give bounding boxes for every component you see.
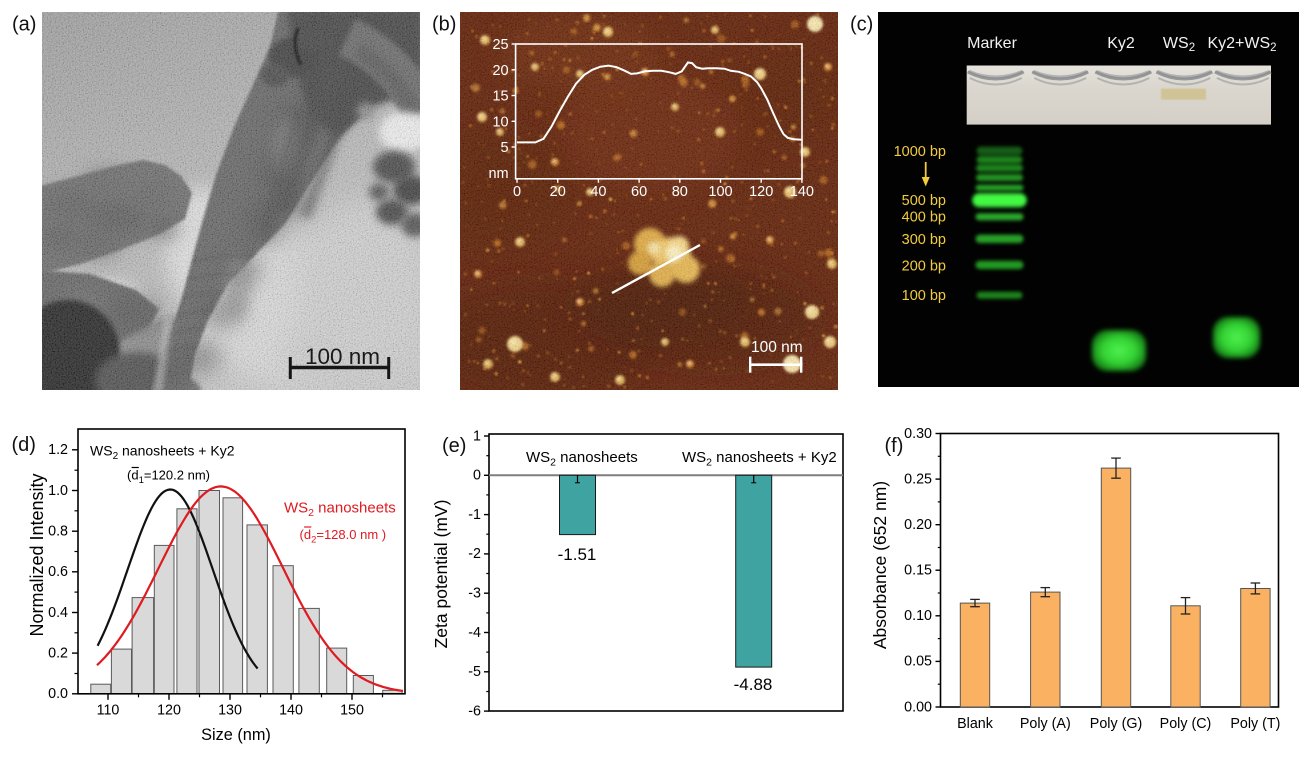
- svg-text:Ky2: Ky2: [1107, 35, 1135, 52]
- svg-text:(a): (a): [12, 14, 36, 36]
- svg-text:-5: -5: [468, 664, 481, 680]
- svg-text:-4: -4: [468, 625, 481, 641]
- svg-text:400 bp: 400 bp: [902, 210, 946, 226]
- svg-text:Normalized Intensity: Normalized Intensity: [27, 473, 47, 636]
- svg-text:60: 60: [631, 184, 647, 200]
- svg-text:1000 bp: 1000 bp: [894, 144, 946, 160]
- svg-text:0.4: 0.4: [48, 605, 68, 621]
- svg-text:(c): (c): [850, 14, 873, 36]
- svg-text:25: 25: [492, 37, 508, 53]
- svg-text:Marker: Marker: [967, 35, 1017, 52]
- svg-text:Poly (C): Poly (C): [1160, 716, 1212, 732]
- svg-text:0.05: 0.05: [904, 654, 932, 670]
- svg-text:(b): (b): [432, 14, 456, 36]
- svg-text:0.8: 0.8: [48, 524, 68, 540]
- svg-text:Absorbance (652 nm): Absorbance (652 nm): [870, 481, 890, 649]
- svg-text:300 bp: 300 bp: [902, 232, 946, 248]
- svg-text:20: 20: [550, 184, 566, 200]
- svg-text:40: 40: [590, 184, 606, 200]
- svg-text:WS2 nanosheets + Ky2: WS2 nanosheets + Ky2: [682, 449, 837, 469]
- svg-text:Poly (T): Poly (T): [1230, 716, 1280, 732]
- svg-text:Size (nm): Size (nm): [201, 726, 271, 744]
- svg-text:100 nm: 100 nm: [305, 344, 380, 369]
- svg-text:(d1=120.2 nm): (d1=120.2 nm): [127, 468, 210, 487]
- svg-text:Ky2+WS2: Ky2+WS2: [1207, 35, 1276, 54]
- svg-text:Poly (G): Poly (G): [1090, 716, 1142, 732]
- svg-text:150: 150: [340, 703, 364, 719]
- svg-text:1.0: 1.0: [48, 483, 68, 499]
- svg-text:100 nm: 100 nm: [751, 339, 803, 356]
- svg-text:Poly (A): Poly (A): [1020, 716, 1071, 732]
- svg-text:100: 100: [708, 184, 732, 200]
- svg-text:120: 120: [157, 703, 181, 719]
- svg-text:WS2 nanosheets: WS2 nanosheets: [526, 449, 638, 469]
- svg-text:0.0: 0.0: [48, 686, 68, 702]
- svg-text:5: 5: [501, 140, 509, 156]
- svg-text:140: 140: [279, 703, 303, 719]
- svg-text:0.15: 0.15: [904, 563, 932, 579]
- svg-text:-6: -6: [468, 703, 481, 719]
- svg-text:(e): (e): [442, 435, 466, 457]
- svg-text:200 bp: 200 bp: [902, 258, 946, 274]
- svg-text:110: 110: [97, 703, 120, 719]
- svg-text:0.6: 0.6: [48, 564, 68, 580]
- svg-text:-4.88: -4.88: [734, 675, 773, 694]
- svg-text:100 bp: 100 bp: [902, 288, 946, 304]
- svg-text:WS2: WS2: [1163, 35, 1195, 54]
- svg-text:(d2=128.0 nm ): (d2=128.0 nm ): [300, 527, 387, 546]
- svg-text:Zeta potential (mV): Zeta potential (mV): [431, 500, 451, 649]
- svg-text:140: 140: [790, 184, 814, 200]
- svg-text:0.00: 0.00: [904, 699, 932, 715]
- svg-text:0.20: 0.20: [904, 517, 932, 533]
- svg-text:-1: -1: [468, 507, 481, 523]
- svg-text:130: 130: [218, 703, 242, 719]
- svg-text:-2: -2: [468, 546, 481, 562]
- svg-text:nm: nm: [488, 166, 508, 182]
- svg-text:WS2 nanosheets + Ky2: WS2 nanosheets + Ky2: [90, 443, 235, 463]
- svg-text:-3: -3: [468, 586, 481, 602]
- svg-text:120: 120: [749, 184, 773, 200]
- svg-text:15: 15: [492, 89, 508, 105]
- svg-text:0.2: 0.2: [48, 645, 68, 661]
- svg-text:-1.51: -1.51: [558, 545, 597, 564]
- svg-text:WS2 nanosheets: WS2 nanosheets: [284, 500, 396, 520]
- svg-text:20: 20: [492, 63, 508, 79]
- svg-text:0.25: 0.25: [904, 471, 932, 487]
- svg-text:10: 10: [492, 114, 508, 130]
- svg-text:1: 1: [473, 428, 481, 444]
- svg-text:1.2: 1.2: [48, 442, 68, 458]
- svg-text:0: 0: [513, 184, 521, 200]
- svg-text:(f): (f): [885, 435, 904, 457]
- svg-text:(d): (d): [12, 434, 36, 456]
- svg-text:Blank: Blank: [957, 716, 994, 732]
- svg-text:0: 0: [473, 468, 481, 484]
- svg-text:0.10: 0.10: [904, 608, 932, 624]
- svg-text:80: 80: [672, 184, 688, 200]
- svg-text:0.30: 0.30: [904, 426, 932, 442]
- svg-text:500 bp: 500 bp: [902, 193, 946, 209]
